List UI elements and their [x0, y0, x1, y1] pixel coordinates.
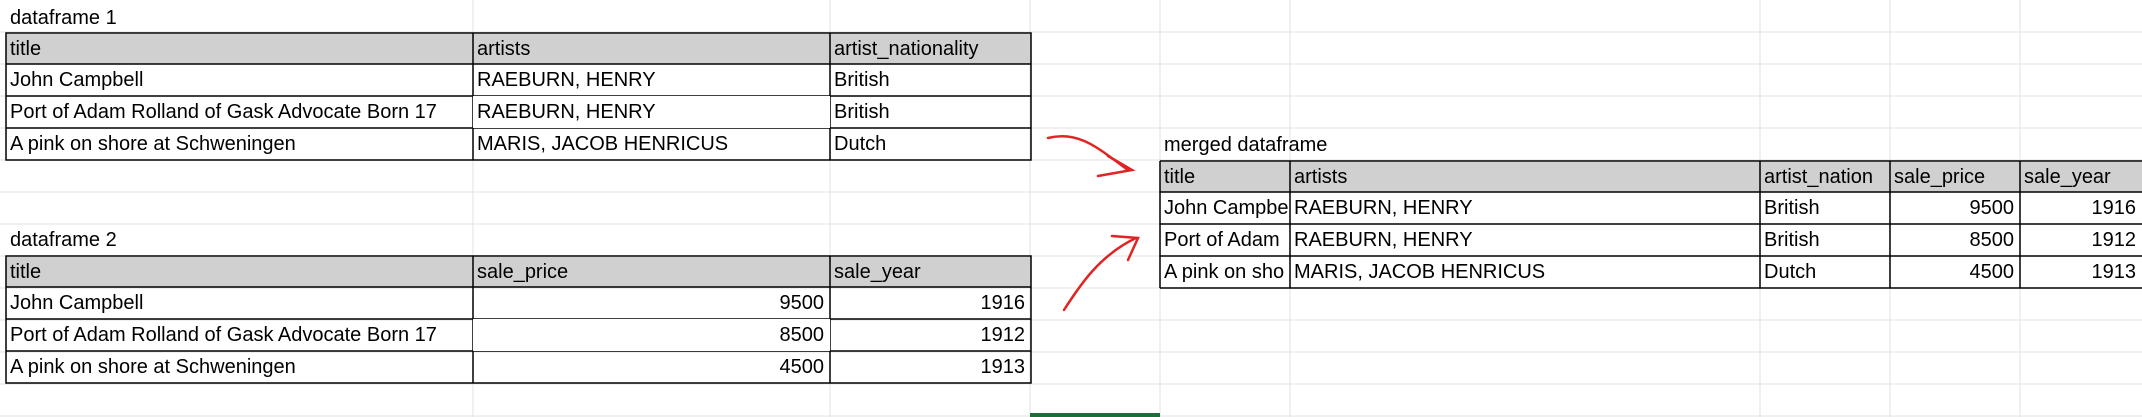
df2-header-sale-year[interactable]: sale_year [834, 261, 921, 283]
merged-header-nationality[interactable]: artist_nation [1764, 166, 1873, 188]
merged-header-sale-price[interactable]: sale_price [1894, 166, 1986, 188]
merged-label: merged dataframe [1164, 134, 1328, 156]
df1-cell-artists[interactable]: RAEBURN, HENRY [477, 69, 656, 91]
df2-header-sale-price[interactable]: sale_price [477, 261, 569, 283]
df1-cell-nationality[interactable]: Dutch [834, 133, 887, 155]
df1-cell-nationality[interactable]: British [834, 101, 890, 123]
df1-header-fill [6, 34, 1031, 64]
df2-header-fill [6, 257, 1031, 287]
merged-cell-nationality[interactable]: Dutch [1764, 261, 1817, 283]
merged-cell-title[interactable]: Port of Adam [1164, 229, 1280, 251]
merged-header-sale-year[interactable]: sale_year [2024, 166, 2111, 188]
merged-cell-artists[interactable]: MARIS, JACOB HENRICUS [1294, 261, 1546, 283]
df2-label: dataframe 2 [10, 229, 117, 251]
df2-cell-sale-price[interactable]: 4500 [779, 356, 825, 378]
merged-cell-sale-price[interactable]: 8500 [1969, 229, 2015, 251]
merged-cell-sale-year[interactable]: 1912 [2091, 229, 2137, 251]
arrow-to-merged-icon [1046, 135, 1136, 178]
df1-cell-title[interactable]: A pink on shore at Schweningen [10, 133, 296, 155]
merged-cell-sale-price[interactable]: 9500 [1969, 197, 2015, 219]
df1-cell-artists[interactable]: RAEBURN, HENRY [473, 96, 830, 128]
df2-cell-sale-year[interactable]: 1916 [980, 292, 1026, 314]
arrow-to-merged-icon [1062, 234, 1140, 312]
merged-header-artists[interactable]: artists [1294, 166, 1348, 188]
merged-cell-nationality[interactable]: British [1764, 197, 1820, 219]
df2-cell-sale-year[interactable]: 1912 [980, 324, 1026, 346]
merged-header-fill [1160, 162, 2142, 192]
df2-cell-sale-price[interactable]: 8500 [473, 319, 830, 351]
df2-cell-title[interactable]: A pink on shore at Schweningen [10, 356, 296, 378]
merged-cell-title[interactable]: John Campbe [1164, 197, 1289, 219]
df1-header-nationality[interactable]: artist_nationality [834, 38, 979, 60]
df1-header-title[interactable]: title [10, 38, 42, 60]
merged-header-title[interactable]: title [1164, 166, 1196, 188]
merged-cell-artists[interactable]: RAEBURN, HENRY [1294, 229, 1473, 251]
merged-cell-nationality[interactable]: British [1764, 229, 1820, 251]
merged-cell-sale-price[interactable]: 4500 [1969, 261, 2015, 283]
merged-cell-artists[interactable]: RAEBURN, HENRY [1294, 197, 1473, 219]
merged-table-border [1159, 160, 2142, 289]
df1-header-artists[interactable]: artists [477, 38, 531, 60]
df1-cell-title[interactable]: Port of Adam Rolland of Gask Advocate Bo… [10, 101, 437, 123]
df2-cell-sale-year[interactable]: 1913 [980, 356, 1026, 378]
merged-cell-title[interactable]: A pink on sho [1164, 261, 1285, 283]
df2-header-title[interactable]: title [10, 261, 42, 283]
merged-cell-sale-year[interactable]: 1916 [2091, 197, 2137, 219]
df1-cell-title[interactable]: John Campbell [10, 69, 144, 91]
df1-cell-artists[interactable]: MARIS, JACOB HENRICUS [477, 133, 729, 155]
df2-cell-title[interactable]: John Campbell [10, 292, 144, 314]
df2-cell-title[interactable]: Port of Adam Rolland of Gask Advocate Bo… [10, 324, 437, 346]
df1-label: dataframe 1 [10, 7, 117, 29]
df2-cell-sale-price[interactable]: 9500 [779, 292, 825, 314]
df1-cell-nationality[interactable]: British [834, 69, 890, 91]
merged-cell-sale-year[interactable]: 1913 [2091, 261, 2137, 283]
